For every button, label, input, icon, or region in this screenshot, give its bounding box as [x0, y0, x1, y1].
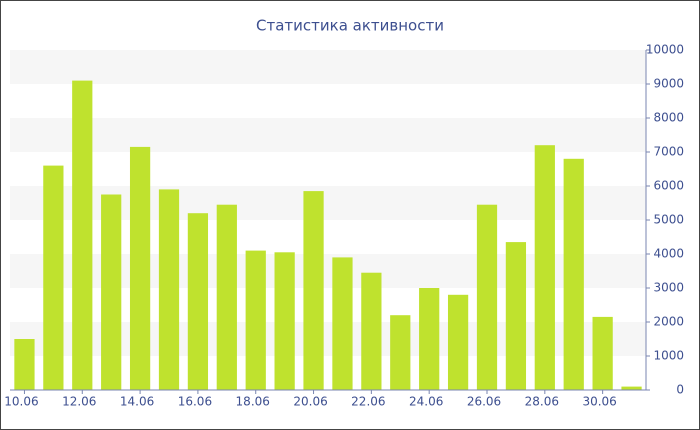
bar — [43, 165, 64, 390]
x-tick-label: 10.06 — [4, 395, 38, 409]
x-tick-label: 14.06 — [120, 395, 154, 409]
y-tick-label: 6000 — [653, 179, 684, 193]
x-tick-label: 20.06 — [293, 395, 327, 409]
bar — [419, 288, 440, 390]
y-tick-label: 10000 — [646, 43, 684, 57]
x-tick-label: 22.06 — [351, 395, 385, 409]
bar — [390, 315, 411, 390]
y-tick-label: 7000 — [653, 145, 684, 159]
chart-title: Статистика активности — [256, 17, 444, 35]
x-tick-label: 28.06 — [525, 395, 559, 409]
y-tick-label: 4000 — [653, 247, 684, 261]
y-tick-label: 3000 — [653, 281, 684, 295]
bar — [129, 146, 151, 390]
bar — [14, 339, 35, 390]
bar — [187, 213, 209, 390]
bar — [476, 204, 498, 390]
bar — [274, 252, 295, 390]
y-tick-label: 8000 — [653, 111, 684, 125]
bar — [447, 294, 469, 390]
y-tick-label: 1000 — [653, 349, 684, 363]
bar — [505, 242, 527, 390]
bar — [332, 257, 353, 390]
x-tick-label: 18.06 — [236, 395, 270, 409]
bar — [534, 145, 555, 390]
bar — [361, 272, 382, 390]
x-tick-label: 26.06 — [467, 395, 501, 409]
bar — [621, 386, 642, 390]
bar — [563, 158, 584, 390]
x-tick-label: 12.06 — [62, 395, 96, 409]
x-tick-label: 30.06 — [582, 395, 616, 409]
bar — [245, 250, 266, 390]
grid-band — [10, 50, 646, 84]
y-tick-label: 0 — [676, 383, 684, 397]
x-tick-label: 24.06 — [409, 395, 443, 409]
bar — [592, 316, 613, 390]
bar — [101, 194, 122, 390]
bar — [72, 80, 93, 390]
y-tick-label: 9000 — [653, 77, 684, 91]
bar — [216, 204, 237, 390]
x-tick-label: 16.06 — [178, 395, 212, 409]
bar — [303, 191, 324, 390]
y-tick-label: 2000 — [653, 315, 684, 329]
bar — [158, 189, 180, 390]
y-tick-label: 5000 — [653, 213, 684, 227]
